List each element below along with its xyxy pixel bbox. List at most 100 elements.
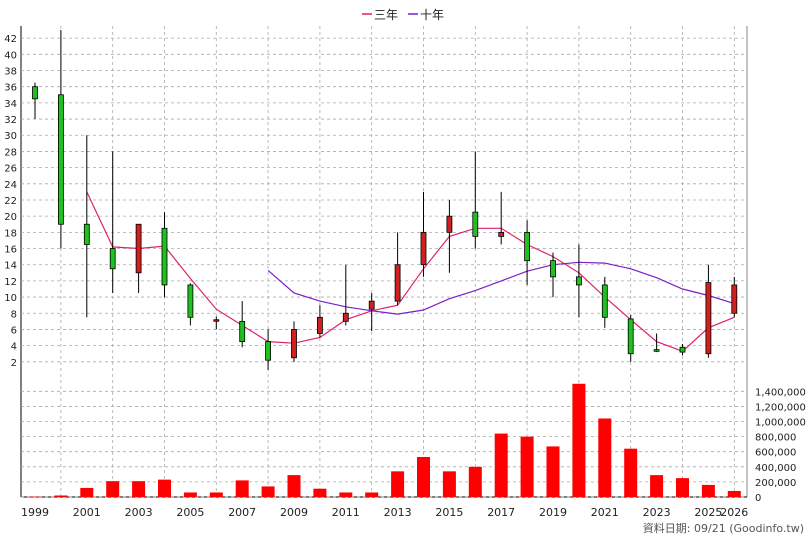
data-source-note: 資料日期: 09/21 (Goodinfo.tw) bbox=[643, 521, 804, 535]
price-tick-label: 32 bbox=[4, 115, 17, 126]
candle-body bbox=[342, 312, 349, 322]
candle-body bbox=[135, 223, 142, 274]
candle-body bbox=[394, 264, 401, 302]
candles bbox=[32, 30, 738, 370]
price-tick-label: 4 bbox=[11, 342, 17, 353]
volume-bars bbox=[28, 383, 741, 498]
x-tick-label: 2021 bbox=[591, 506, 619, 519]
volume-y-axis: 0 200,000 400,000 600,000 800,000 1,000,000 1,… bbox=[755, 387, 806, 504]
x-tick-label: 2025 bbox=[694, 506, 722, 519]
candle-body bbox=[472, 211, 479, 237]
volume-bar bbox=[598, 418, 612, 497]
x-axis: 1999 2001 2003 2005 2007 2009 2011 2013 2015 2017… bbox=[21, 506, 748, 519]
volume-tick-label: 200,000 bbox=[755, 478, 796, 489]
candle-body bbox=[239, 320, 246, 342]
volume-tick-label: 800,000 bbox=[755, 433, 796, 444]
candle-body bbox=[368, 300, 375, 310]
x-tick-label: 2015 bbox=[435, 506, 463, 519]
ma10-line bbox=[267, 261, 735, 315]
price-tick-label: 38 bbox=[4, 67, 17, 78]
price-tick-label: 26 bbox=[4, 164, 17, 175]
volume-bar bbox=[183, 492, 197, 497]
price-tick-label: 12 bbox=[4, 277, 17, 288]
volume-bar bbox=[727, 490, 741, 497]
volume-bar bbox=[235, 480, 249, 497]
candle-body bbox=[32, 86, 38, 100]
volume-bar bbox=[624, 448, 638, 497]
legend-ma3-label: 三年 bbox=[374, 8, 398, 22]
volume-bar bbox=[391, 471, 405, 497]
x-tick-label: 2011 bbox=[332, 506, 360, 519]
price-tick-label: 16 bbox=[4, 245, 17, 256]
candle-body bbox=[498, 231, 505, 237]
volume-bar bbox=[417, 456, 430, 497]
x-tick-label: 2005 bbox=[176, 506, 204, 519]
volume-tick-label: 1,400,000 bbox=[755, 387, 806, 398]
candle-body bbox=[601, 284, 608, 318]
candle-body bbox=[550, 260, 556, 278]
ma3-line bbox=[86, 191, 735, 352]
price-tick-label: 30 bbox=[4, 131, 17, 142]
candle-body bbox=[161, 227, 168, 286]
volume-bar bbox=[209, 492, 223, 497]
volume-bar bbox=[494, 433, 508, 497]
volume-tick-label: 1,200,000 bbox=[755, 402, 806, 413]
price-tick-label: 34 bbox=[4, 99, 17, 110]
legend: 三年 十年 bbox=[362, 8, 444, 22]
volume-bar bbox=[520, 436, 534, 497]
candle-body bbox=[58, 94, 64, 225]
price-tick-label: 28 bbox=[4, 147, 17, 158]
price-tick-label: 14 bbox=[4, 261, 17, 272]
price-tick-label: 36 bbox=[4, 83, 17, 94]
price-tick-label: 42 bbox=[4, 34, 17, 45]
candle-body bbox=[446, 215, 453, 233]
volume-bar bbox=[701, 484, 715, 497]
price-tick-label: 10 bbox=[4, 293, 17, 304]
volume-bar bbox=[546, 446, 560, 497]
volume-panel: 0 200,000 400,000 600,000 800,000 1,000,000 1,… bbox=[21, 380, 806, 504]
x-tick-label: 2023 bbox=[643, 506, 671, 519]
candle-body bbox=[83, 223, 90, 245]
candle-body bbox=[420, 231, 427, 266]
x-tick-label: 1999 bbox=[21, 506, 49, 519]
volume-bar bbox=[132, 481, 146, 497]
x-tick-label: 2009 bbox=[280, 506, 308, 519]
volume-bar bbox=[106, 481, 120, 497]
volume-bar bbox=[287, 475, 301, 497]
candle-body bbox=[213, 319, 220, 322]
volume-bar bbox=[80, 487, 94, 497]
candle-body bbox=[316, 316, 323, 334]
price-tick-label: 6 bbox=[11, 325, 17, 336]
price-tick-label: 8 bbox=[11, 309, 17, 320]
volume-tick-label: 600,000 bbox=[755, 448, 796, 459]
price-tick-label: 18 bbox=[4, 228, 17, 239]
candle-body bbox=[653, 349, 660, 352]
x-tick-label: 2017 bbox=[487, 506, 515, 519]
price-grid bbox=[20, 26, 748, 498]
x-tick-label: 2003 bbox=[125, 506, 153, 519]
volume-tick-label: 0 bbox=[755, 493, 761, 504]
price-tick-label: 40 bbox=[4, 50, 17, 61]
volume-bar bbox=[54, 495, 68, 497]
price-tick-label: 22 bbox=[4, 196, 17, 207]
volume-bar bbox=[158, 479, 171, 497]
volume-bar bbox=[28, 496, 42, 498]
price-tick-label: 2 bbox=[11, 358, 17, 369]
volume-bar bbox=[339, 492, 353, 497]
price-tick-label: 20 bbox=[4, 212, 17, 223]
volume-tick-label: 400,000 bbox=[755, 463, 796, 474]
volume-grid bbox=[21, 380, 747, 498]
x-tick-label: 2019 bbox=[539, 506, 567, 519]
volume-bar bbox=[313, 488, 327, 497]
volume-bar bbox=[468, 466, 482, 497]
price-tick-label: 24 bbox=[4, 180, 17, 191]
legend-ma10-label: 十年 bbox=[420, 8, 444, 22]
candle-body bbox=[187, 284, 194, 318]
volume-bar bbox=[676, 478, 689, 497]
x-tick-label: 2026 bbox=[720, 506, 748, 519]
candle-body bbox=[705, 282, 712, 355]
candle-body bbox=[524, 231, 530, 262]
